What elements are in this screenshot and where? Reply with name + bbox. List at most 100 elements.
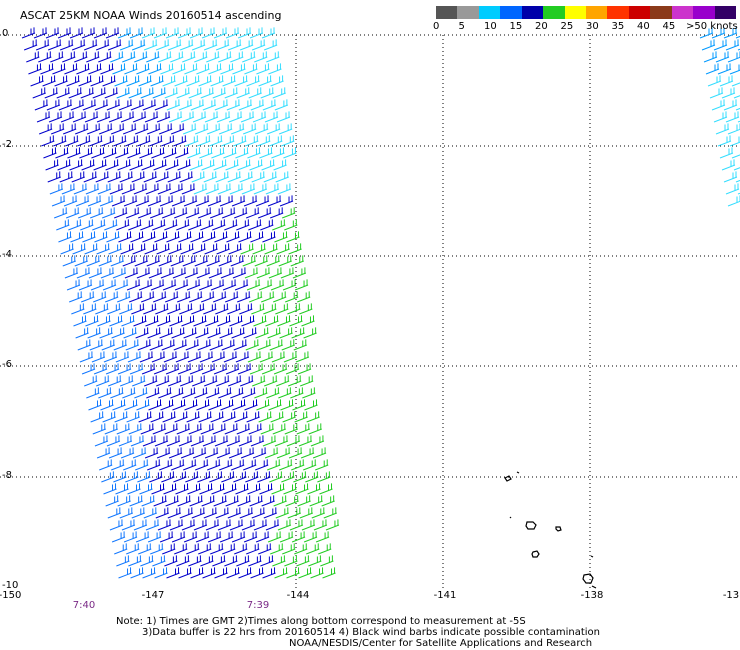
wind-barb	[250, 99, 265, 111]
wind-barb	[725, 111, 740, 123]
wind-barb	[148, 267, 163, 279]
wind-barb	[223, 351, 238, 363]
wind-barb	[172, 63, 186, 75]
wind-barb	[288, 375, 302, 387]
wind-barb	[253, 315, 267, 327]
wind-barb	[153, 27, 168, 39]
wind-barb	[166, 567, 180, 579]
wind-barb	[210, 543, 224, 555]
wind-barb	[128, 423, 142, 435]
pass-time-label: 7:40	[72, 600, 96, 611]
wind-barb	[231, 531, 246, 543]
wind-barb	[105, 159, 119, 171]
wind-barb	[288, 447, 303, 459]
wind-barb	[293, 339, 307, 351]
wind-barb	[218, 255, 232, 267]
wind-barb	[159, 531, 174, 543]
wind-barb	[113, 471, 127, 483]
wind-barb	[210, 279, 225, 291]
wind-barb	[103, 483, 117, 495]
wind-barb	[725, 39, 740, 51]
wind-barb	[257, 339, 271, 351]
wind-barb	[229, 519, 244, 531]
wind-barb	[145, 183, 160, 195]
wind-barb	[213, 495, 227, 507]
wind-barb	[223, 147, 237, 159]
wind-barb	[106, 99, 121, 111]
wind-barb	[146, 387, 160, 399]
wind-barb	[101, 135, 115, 147]
wind-barb	[200, 87, 214, 99]
wind-barb	[46, 99, 61, 111]
wind-barb	[26, 51, 40, 63]
wind-barb	[187, 351, 202, 363]
wind-barb	[28, 63, 42, 75]
wind-barb	[133, 519, 148, 531]
wind-barb	[258, 543, 272, 555]
wind-barb	[93, 159, 107, 171]
wind-barb	[295, 351, 310, 363]
wind-barb	[126, 411, 140, 423]
wind-barb	[723, 99, 738, 111]
wind-barb	[73, 183, 88, 195]
legend-swatch	[521, 6, 544, 19]
wind-barb	[272, 555, 286, 567]
wind-barb	[96, 375, 110, 387]
wind-barb	[725, 183, 740, 195]
wind-barb	[277, 519, 292, 531]
wind-barb	[159, 327, 173, 339]
wind-barb	[215, 303, 229, 315]
wind-barb	[164, 555, 178, 567]
wind-barb	[189, 159, 203, 171]
wind-barb	[180, 111, 195, 123]
wind-barb	[51, 195, 66, 207]
wind-barb	[206, 387, 220, 399]
wind-barb	[197, 135, 211, 147]
islands	[504, 471, 597, 589]
wind-barb	[224, 555, 238, 567]
wind-barb	[705, 63, 720, 75]
wind-barb	[43, 147, 57, 159]
wind-barb	[168, 447, 183, 459]
wind-barb	[711, 27, 726, 39]
wind-barb	[158, 123, 173, 135]
wind-barb	[100, 63, 114, 75]
wind-barb	[225, 495, 239, 507]
wind-barb	[50, 51, 64, 63]
wind-barb	[206, 255, 220, 267]
wind-barb	[132, 447, 147, 459]
wind-barb	[202, 435, 217, 447]
wind-barb	[135, 327, 149, 339]
wind-barb	[263, 507, 277, 519]
wind-barb	[48, 111, 63, 123]
wind-barb	[118, 567, 132, 579]
wind-barb	[199, 483, 213, 495]
wind-barb	[142, 435, 157, 447]
wind-barb	[299, 507, 313, 519]
wind-barb	[125, 135, 139, 147]
wind-barb	[715, 123, 730, 135]
wind-barb	[138, 411, 152, 423]
wind-barb	[102, 75, 116, 87]
wind-barb	[110, 387, 124, 399]
wind-barb	[273, 495, 287, 507]
wind-barb	[192, 111, 207, 123]
wind-barb	[220, 399, 234, 411]
wind-barb	[97, 315, 111, 327]
wind-barb	[270, 543, 284, 555]
wind-barb	[153, 363, 168, 375]
wind-barb	[98, 387, 112, 399]
wind-barb	[201, 363, 216, 375]
wind-barb	[245, 135, 259, 147]
wind-barb	[153, 159, 167, 171]
wind-barb	[130, 99, 145, 111]
wind-barb	[69, 27, 84, 39]
wind-barb	[177, 159, 191, 171]
wind-barb	[237, 363, 252, 375]
island	[590, 555, 594, 558]
wind-barb	[299, 303, 313, 315]
wind-barb	[44, 87, 58, 99]
wind-barb	[197, 471, 211, 483]
wind-barb	[300, 375, 314, 387]
wind-barb	[88, 63, 102, 75]
